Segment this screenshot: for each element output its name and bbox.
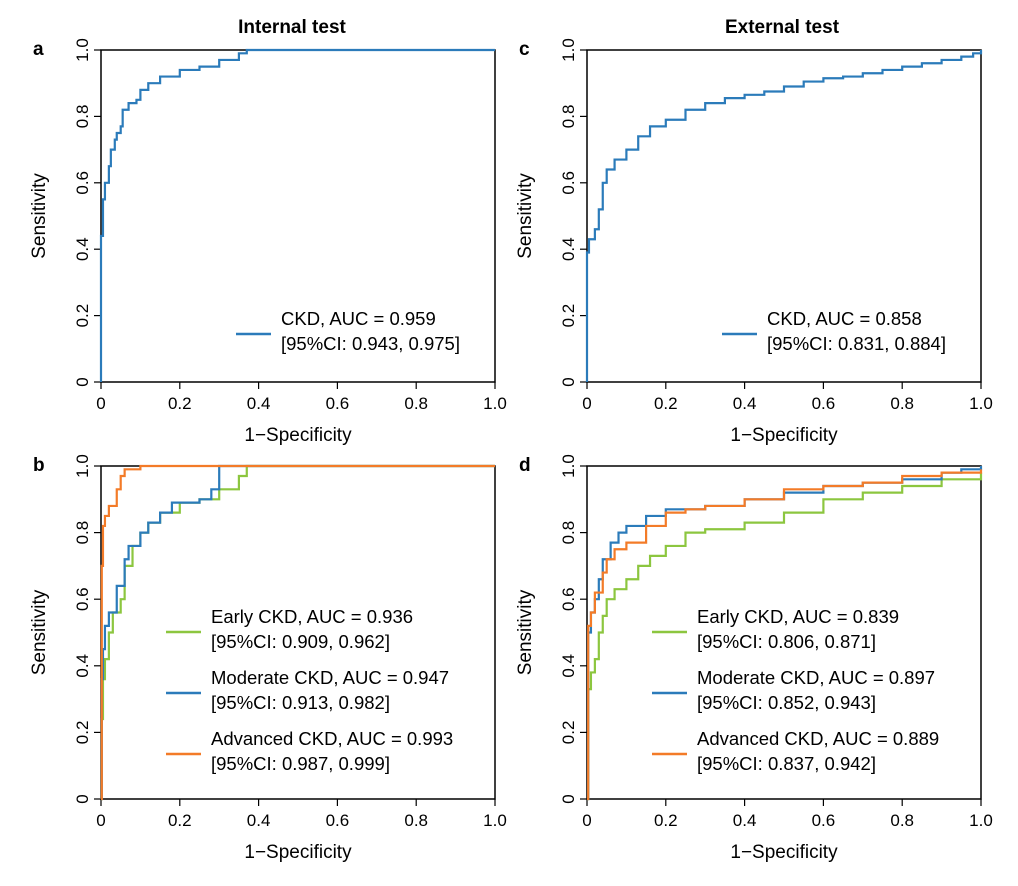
x-tick-label: 0.8 bbox=[890, 394, 914, 413]
y-tick-label: 1.0 bbox=[559, 38, 578, 62]
x-tick-label: 0 bbox=[582, 811, 591, 830]
legend-entry-ci: [95%CI: 0.806, 0.871] bbox=[697, 631, 876, 652]
x-tick-label: 0.2 bbox=[168, 811, 192, 830]
y-tick-label: 0 bbox=[559, 377, 578, 386]
y-tick-label: 0.6 bbox=[73, 171, 92, 195]
roc-panel-d: 0 0.2 0.4 0.6 0.8 1.0 0 0.2 0.4 0.6 0.8 1.0 1−Specif… bbox=[515, 454, 993, 863]
y-tick-label: 0.2 bbox=[73, 304, 92, 328]
legend-entry-ci: [95%CI: 0.852, 0.943] bbox=[697, 692, 876, 713]
x-tick-label: 0.4 bbox=[733, 394, 757, 413]
roc-panel-a: 0 0.2 0.4 0.6 0.8 1.0 0 0.2 0.4 0.6 0.8 1.0 1−Specif… bbox=[29, 38, 507, 446]
roc-curve-3 bbox=[100, 464, 495, 801]
x-tick-label: 0.4 bbox=[247, 394, 271, 413]
legend-entry-ci: [95%CI: 0.837, 0.942] bbox=[697, 753, 876, 774]
legend-entry-ci: [95%CI: 0.831, 0.884] bbox=[767, 333, 946, 354]
roc-curve-1 bbox=[585, 50, 983, 382]
legend-entry-name: Early CKD, AUC = 0.839 bbox=[697, 606, 899, 627]
x-tick-label: 0.8 bbox=[890, 811, 914, 830]
y-tick-label: 0.6 bbox=[559, 171, 578, 195]
plot-frame bbox=[586, 465, 982, 800]
y-tick-label: 0.4 bbox=[559, 654, 578, 678]
legend-entry-ci: [95%CI: 0.909, 0.962] bbox=[211, 631, 390, 652]
roc-curve-2 bbox=[100, 464, 495, 801]
y-tick-label: 0 bbox=[559, 794, 578, 803]
y-tick-label: 0.4 bbox=[73, 654, 92, 678]
x-axis-label: 1−Specificity bbox=[244, 425, 352, 446]
roc-panel-b: 0 0.2 0.4 0.6 0.8 1.0 0 0.2 0.4 0.6 0.8 1.0 1−Specif… bbox=[29, 454, 507, 863]
x-tick-label: 0.2 bbox=[168, 394, 192, 413]
x-tick-label: 0.6 bbox=[326, 394, 350, 413]
x-tick-label: 0 bbox=[582, 394, 591, 413]
legend-entry-name: CKD, AUC = 0.959 bbox=[281, 308, 436, 329]
y-tick-label: 0 bbox=[73, 377, 92, 386]
legend-entry-name: Moderate CKD, AUC = 0.947 bbox=[211, 667, 449, 688]
y-tick-label: 0.6 bbox=[559, 587, 578, 611]
x-tick-label: 1.0 bbox=[483, 811, 507, 830]
y-axis-label: Sensitivity bbox=[515, 589, 536, 675]
x-tick-label: 0.8 bbox=[404, 394, 428, 413]
column-title-internal: Internal test bbox=[238, 17, 346, 38]
y-axis-label: Sensitivity bbox=[29, 589, 50, 675]
legend-entry-ci: [95%CI: 0.987, 0.999] bbox=[211, 753, 390, 774]
x-tick-label: 1.0 bbox=[969, 811, 993, 830]
legend-entry-ci: [95%CI: 0.943, 0.975] bbox=[281, 333, 460, 354]
x-tick-label: 0.2 bbox=[654, 811, 678, 830]
panels: 0 0.2 0.4 0.6 0.8 1.0 0 0.2 0.4 0.6 0.8 1.0 1−Specif… bbox=[29, 38, 993, 863]
column-title-external: External test bbox=[725, 17, 840, 38]
y-tick-label: 0.2 bbox=[73, 721, 92, 745]
y-tick-label: 0.8 bbox=[73, 521, 92, 545]
roc-panel-c: 0 0.2 0.4 0.6 0.8 1.0 0 0.2 0.4 0.6 0.8 1.0 1−Specif… bbox=[515, 38, 993, 446]
legend-entry-ci: [95%CI: 0.913, 0.982] bbox=[211, 692, 390, 713]
x-tick-label: 0.8 bbox=[404, 811, 428, 830]
panel-letter: b bbox=[33, 455, 45, 476]
x-tick-label: 1.0 bbox=[969, 394, 993, 413]
legend-entry-name: Moderate CKD, AUC = 0.897 bbox=[697, 667, 935, 688]
y-tick-label: 0.8 bbox=[559, 521, 578, 545]
legend-entry-name: Advanced CKD, AUC = 0.993 bbox=[211, 728, 453, 749]
legend-entry-name: Advanced CKD, AUC = 0.889 bbox=[697, 728, 939, 749]
y-tick-label: 0.2 bbox=[559, 304, 578, 328]
y-tick-label: 0.8 bbox=[559, 105, 578, 129]
y-axis-label: Sensitivity bbox=[515, 173, 536, 259]
y-tick-label: 0.4 bbox=[559, 237, 578, 261]
x-tick-label: 0 bbox=[96, 811, 105, 830]
roc-curve-1 bbox=[587, 472, 983, 801]
panel-letter: d bbox=[519, 455, 531, 476]
x-tick-label: 0.6 bbox=[812, 394, 836, 413]
panel-letter: a bbox=[33, 39, 44, 60]
y-tick-label: 1.0 bbox=[559, 454, 578, 478]
x-tick-label: 0.4 bbox=[247, 811, 271, 830]
y-axis-label: Sensitivity bbox=[29, 173, 50, 259]
y-tick-label: 0.8 bbox=[73, 105, 92, 129]
x-tick-label: 1.0 bbox=[483, 394, 507, 413]
y-tick-label: 1.0 bbox=[73, 454, 92, 478]
y-tick-label: 0 bbox=[73, 794, 92, 803]
legend-entry-name: Early CKD, AUC = 0.936 bbox=[211, 606, 413, 627]
y-tick-label: 1.0 bbox=[73, 38, 92, 62]
legend-entry-name: CKD, AUC = 0.858 bbox=[767, 308, 922, 329]
x-tick-label: 0.4 bbox=[733, 811, 757, 830]
y-tick-label: 0.6 bbox=[73, 587, 92, 611]
roc-curve-1 bbox=[99, 48, 495, 382]
x-tick-label: 0 bbox=[96, 394, 105, 413]
roc-curve-3 bbox=[587, 469, 983, 801]
x-tick-label: 0.6 bbox=[326, 811, 350, 830]
x-tick-label: 0.6 bbox=[812, 811, 836, 830]
y-tick-label: 0.4 bbox=[73, 237, 92, 261]
y-tick-label: 0.2 bbox=[559, 721, 578, 745]
x-axis-label: 1−Specificity bbox=[244, 842, 352, 863]
plot-frame bbox=[586, 49, 982, 383]
panel-letter: c bbox=[519, 39, 530, 60]
x-tick-label: 0.2 bbox=[654, 394, 678, 413]
x-axis-label: 1−Specificity bbox=[730, 842, 838, 863]
x-axis-label: 1−Specificity bbox=[730, 425, 838, 446]
